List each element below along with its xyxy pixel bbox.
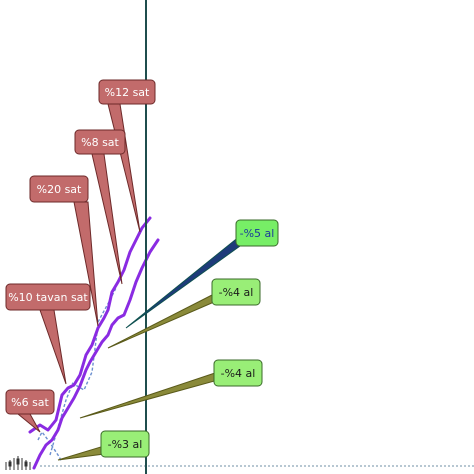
buy-label-5: -%5 al [240, 227, 275, 240]
callout-buy-5[interactable]: -%5 al [125, 219, 279, 329]
callout-sell-10-tavan[interactable]: %10 tavan sat [5, 283, 91, 385]
callout-sell-8[interactable]: %8 sat [74, 129, 126, 285]
sell-label-20: %20 sat [37, 183, 82, 196]
callout-buy-4-upper[interactable]: -%4 al [107, 278, 261, 349]
sell-label-12: %12 sat [105, 86, 150, 99]
callout-sell-20[interactable]: %20 sat [29, 175, 99, 327]
buy-label-3: -%3 al [108, 438, 143, 451]
price-curve-lower [32, 238, 160, 470]
callout-buy-4-lower[interactable]: -%4 al [79, 359, 263, 419]
candlestick-cluster [5, 456, 31, 470]
callout-sell-6[interactable]: %6 sat [5, 389, 55, 433]
buy-label-4-upper: -%4 al [219, 286, 254, 299]
sell-label-6: %6 sat [11, 396, 49, 409]
price-curves [28, 216, 160, 470]
buy-label-4-lower: -%4 al [221, 367, 256, 380]
price-curve-upper [28, 216, 152, 434]
sell-label-8: %8 sat [81, 136, 119, 149]
sell-label-10-tavan: %10 tavan sat [8, 291, 88, 304]
callout-buy-3[interactable]: -%3 al [57, 430, 150, 461]
